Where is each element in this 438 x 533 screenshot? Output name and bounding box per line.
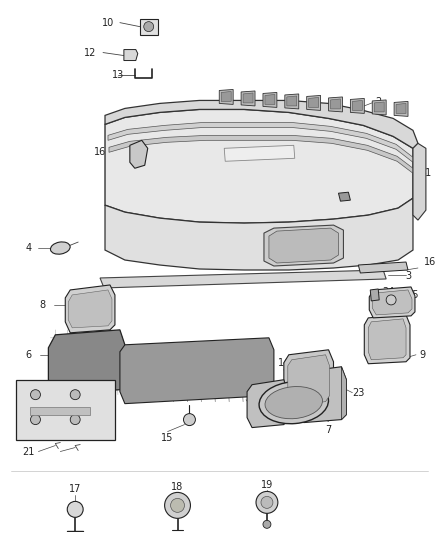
Polygon shape	[68, 290, 112, 328]
Text: 2: 2	[375, 98, 381, 108]
Polygon shape	[372, 290, 412, 315]
Text: 4: 4	[25, 243, 32, 253]
Text: 22: 22	[352, 188, 364, 198]
Text: 16: 16	[94, 147, 106, 157]
Circle shape	[386, 295, 396, 305]
Polygon shape	[241, 91, 255, 106]
Circle shape	[70, 390, 80, 400]
Text: 15: 15	[162, 433, 174, 442]
Text: 11: 11	[420, 168, 432, 178]
Circle shape	[144, 22, 154, 31]
Text: 16: 16	[424, 257, 436, 267]
Polygon shape	[350, 99, 364, 114]
Polygon shape	[309, 98, 318, 108]
Text: 17: 17	[69, 484, 81, 495]
Text: 3: 3	[405, 271, 411, 281]
Circle shape	[261, 496, 273, 508]
Circle shape	[184, 414, 195, 425]
Circle shape	[67, 502, 83, 518]
Text: 8: 8	[39, 300, 46, 310]
Polygon shape	[109, 135, 413, 173]
Text: 20: 20	[22, 393, 35, 402]
Polygon shape	[221, 92, 231, 101]
Text: 13: 13	[112, 70, 124, 80]
Polygon shape	[100, 270, 386, 288]
Polygon shape	[328, 97, 343, 112]
Ellipse shape	[259, 382, 328, 424]
Text: 9: 9	[420, 350, 426, 360]
Ellipse shape	[265, 386, 322, 419]
Polygon shape	[120, 338, 274, 403]
Polygon shape	[284, 350, 333, 410]
Text: 18: 18	[171, 482, 184, 492]
Text: 10: 10	[102, 18, 114, 28]
Circle shape	[31, 390, 40, 400]
Polygon shape	[394, 101, 408, 116]
Text: 21: 21	[22, 447, 35, 457]
Polygon shape	[16, 379, 115, 440]
Polygon shape	[124, 50, 138, 61]
Text: 19: 19	[261, 480, 273, 490]
Polygon shape	[105, 198, 413, 270]
Circle shape	[165, 492, 191, 518]
Text: 7: 7	[325, 425, 332, 434]
Circle shape	[70, 415, 80, 425]
Polygon shape	[219, 90, 233, 104]
Polygon shape	[372, 100, 386, 115]
Polygon shape	[265, 94, 275, 104]
Text: 8: 8	[243, 387, 249, 398]
Polygon shape	[299, 367, 346, 423]
Text: 24: 24	[382, 287, 394, 297]
Polygon shape	[339, 192, 350, 201]
Polygon shape	[48, 330, 125, 394]
Polygon shape	[307, 95, 321, 110]
Polygon shape	[243, 93, 253, 103]
Polygon shape	[358, 262, 408, 273]
Text: 1: 1	[141, 188, 148, 198]
Polygon shape	[396, 103, 406, 114]
Polygon shape	[140, 19, 158, 35]
Polygon shape	[374, 102, 384, 112]
Circle shape	[256, 491, 278, 513]
Polygon shape	[331, 99, 340, 109]
Text: 12: 12	[84, 47, 96, 58]
Text: 6: 6	[25, 350, 32, 360]
Ellipse shape	[50, 242, 70, 254]
Polygon shape	[108, 123, 413, 162]
Polygon shape	[31, 407, 90, 415]
Text: 26: 26	[230, 140, 242, 150]
Polygon shape	[269, 228, 339, 263]
Polygon shape	[105, 109, 413, 223]
Polygon shape	[287, 96, 297, 106]
Text: 25: 25	[407, 290, 419, 300]
Polygon shape	[130, 140, 148, 168]
Polygon shape	[65, 285, 115, 333]
Polygon shape	[370, 289, 379, 301]
Text: 5: 5	[145, 353, 151, 363]
Circle shape	[31, 415, 40, 425]
Polygon shape	[105, 100, 418, 148]
Polygon shape	[264, 225, 343, 266]
Polygon shape	[364, 315, 410, 364]
Polygon shape	[342, 367, 346, 419]
Circle shape	[170, 498, 184, 512]
Polygon shape	[369, 287, 415, 318]
Polygon shape	[368, 319, 406, 360]
Polygon shape	[288, 355, 329, 406]
Polygon shape	[353, 100, 362, 110]
Polygon shape	[247, 379, 288, 427]
Circle shape	[263, 520, 271, 528]
Polygon shape	[224, 146, 295, 161]
Text: 14: 14	[278, 358, 290, 368]
Polygon shape	[413, 143, 426, 220]
Polygon shape	[263, 92, 277, 108]
Text: 23: 23	[352, 387, 364, 398]
Polygon shape	[285, 94, 299, 109]
